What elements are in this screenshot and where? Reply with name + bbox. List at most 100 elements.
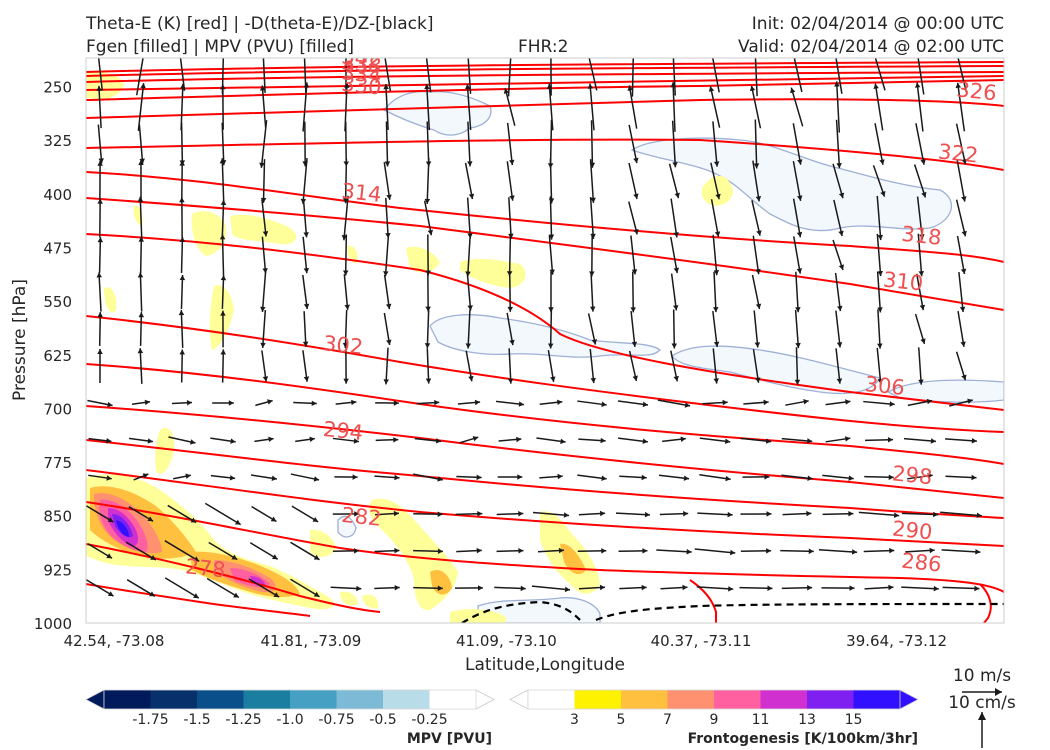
wind-vector-head [927, 473, 933, 479]
wind-vector [456, 474, 482, 481]
wind-vector-head [518, 510, 524, 517]
wind-vector [670, 350, 679, 382]
wind-vector-shaft [589, 196, 595, 240]
wind-vector-shaft [135, 58, 144, 96]
wind-vector [752, 349, 761, 383]
wind-vector [259, 120, 268, 168]
wind-vector-shaft [668, 163, 680, 199]
wind-vector-shaft [781, 586, 813, 590]
wind-vector-shaft [832, 163, 844, 199]
wind-vector-head [920, 338, 926, 344]
wind-vector-head [259, 162, 265, 168]
wind-vector-shaft [97, 58, 104, 91]
colorbar-extend [85, 689, 105, 710]
wind-vector-head [712, 306, 719, 313]
wind-vector [617, 400, 649, 408]
wind-vector [302, 236, 310, 274]
wind-vector [302, 198, 309, 238]
wind-vector-head [267, 399, 273, 405]
wind-vector [658, 474, 690, 481]
wind-vector-head [147, 438, 153, 444]
wind-vector-head [795, 307, 801, 313]
forecast-hour: FHR:2 [518, 37, 569, 57]
wind-vector-head [921, 191, 927, 198]
wind-vector [413, 473, 443, 482]
wind-vector [749, 85, 762, 129]
wind-vector [618, 437, 648, 444]
wind-vector-head [518, 547, 524, 554]
wind-vector [290, 541, 320, 561]
wind-vector [872, 165, 886, 197]
wind-vector-head [185, 473, 191, 479]
wind-vector-head [682, 584, 688, 591]
vector-key-vertical-label: 10 cm/s [948, 693, 1016, 713]
wind-vector [578, 584, 606, 591]
wind-vector-head [476, 547, 482, 554]
wind-vector-head [756, 230, 762, 236]
wind-vector [907, 473, 933, 480]
wind-vector-shaft [628, 124, 638, 164]
wind-vector-shaft [464, 162, 474, 200]
wind-vector [210, 474, 236, 481]
wind-vector [915, 123, 926, 165]
wind-vector-head [631, 341, 638, 347]
wind-vector-head [914, 46, 919, 51]
wind-vector-shaft [711, 58, 720, 93]
wind-vector-head [383, 84, 389, 90]
wind-vector-shaft [466, 197, 472, 239]
wind-vector-head [260, 197, 267, 203]
wind-vector-head [220, 199, 227, 206]
wind-vector-shaft [385, 121, 389, 167]
colorbar-tick: -0.25 [411, 712, 447, 728]
wind-vector-head [356, 585, 362, 592]
wind-vector [459, 436, 479, 444]
wind-vector [97, 348, 103, 384]
theta-e-label: 342 [340, 44, 382, 72]
theta-e-contour [86, 363, 1004, 465]
wind-vector [466, 273, 473, 311]
wind-vector [795, 271, 801, 313]
fgen-region [104, 287, 117, 313]
wind-vector [179, 236, 186, 274]
wind-vector [138, 312, 145, 346]
wind-vector [137, 348, 144, 384]
wind-vector-head [303, 303, 310, 310]
valid-time: Valid: 02/04/2014 @ 02:00 UTC [738, 37, 1004, 57]
wind-vector [834, 81, 841, 133]
wind-vector-shaft [835, 119, 841, 169]
wind-vector-head [877, 307, 883, 313]
wind-vector-shaft [901, 586, 939, 590]
wind-vector-shaft [793, 58, 803, 93]
wind-vector-head [150, 555, 156, 560]
wind-vector-shaft [753, 310, 759, 348]
wind-vector-shaft [548, 235, 554, 275]
wind-vector-shaft [833, 199, 843, 237]
wind-vector-head [673, 267, 680, 274]
wind-vector-shaft [617, 400, 649, 406]
wind-vector [865, 437, 893, 443]
theta-e-label: 322 [937, 140, 979, 168]
wind-vector [97, 237, 104, 273]
wind-vector [251, 505, 277, 523]
colorbar-tick: -1.0 [276, 712, 303, 728]
wind-vector [547, 349, 556, 383]
wind-vector-shaft [740, 437, 772, 443]
wind-vector-head [765, 438, 772, 444]
wind-vector-shaft [426, 348, 430, 384]
wind-vector [87, 543, 113, 559]
theta-e-contour [86, 61, 1004, 73]
wind-vector-shaft [548, 83, 554, 131]
wind-vector-shaft [628, 162, 638, 200]
colorbar-tick: -1.75 [132, 712, 168, 728]
wind-vector [818, 549, 858, 555]
wind-vector-shaft [587, 313, 597, 345]
wind-vector-head [434, 399, 440, 406]
theta-e-contour [979, 583, 992, 623]
wind-vector [374, 510, 400, 517]
wind-vector-shaft [204, 502, 242, 526]
wind-vector-shaft [291, 505, 319, 523]
wind-vector [261, 199, 269, 237]
wind-vector-head [437, 548, 443, 555]
wind-vector [822, 511, 854, 517]
wind-vector-shaft [876, 195, 882, 241]
